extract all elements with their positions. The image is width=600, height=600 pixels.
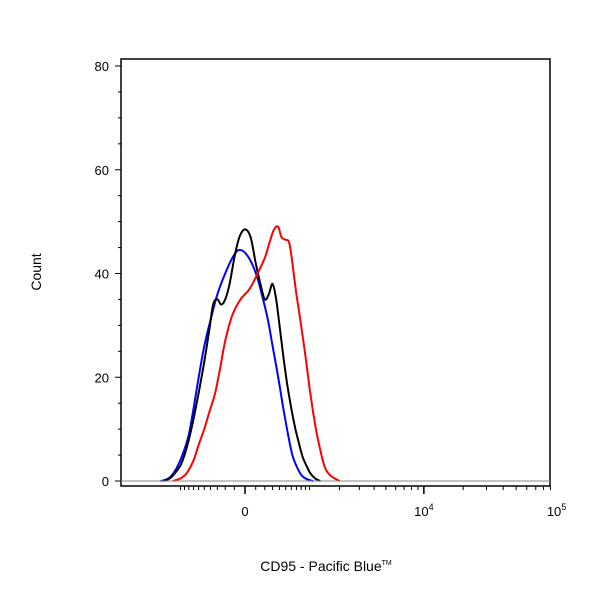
- y-tick-label: 60: [95, 163, 109, 178]
- red-histogram: [172, 225, 341, 482]
- x-tick-label: 104: [414, 502, 433, 519]
- y-tick-label: 20: [95, 370, 109, 385]
- y-tick-label: 80: [95, 59, 109, 74]
- x-axis-label-trademark: TM: [382, 560, 392, 567]
- blue-histogram: [160, 248, 314, 482]
- y-tick-label: 0: [102, 474, 109, 489]
- black-histogram: [163, 228, 321, 482]
- y-tick-label: 40: [95, 267, 109, 282]
- x-tick-label: 0: [241, 504, 248, 519]
- y-axis: 0 20 40 60 80: [95, 59, 121, 489]
- x-tick-label: 105: [547, 502, 566, 519]
- x-axis-label-text: CD95 - Pacific Blue: [260, 558, 382, 574]
- y-axis-label: Count: [28, 253, 44, 290]
- x-axis: 0 104 105: [179, 486, 566, 519]
- series-layer: [121, 225, 550, 482]
- x-axis-label: CD95 - Pacific BlueTM: [260, 558, 392, 574]
- plot-frame: [120, 58, 551, 487]
